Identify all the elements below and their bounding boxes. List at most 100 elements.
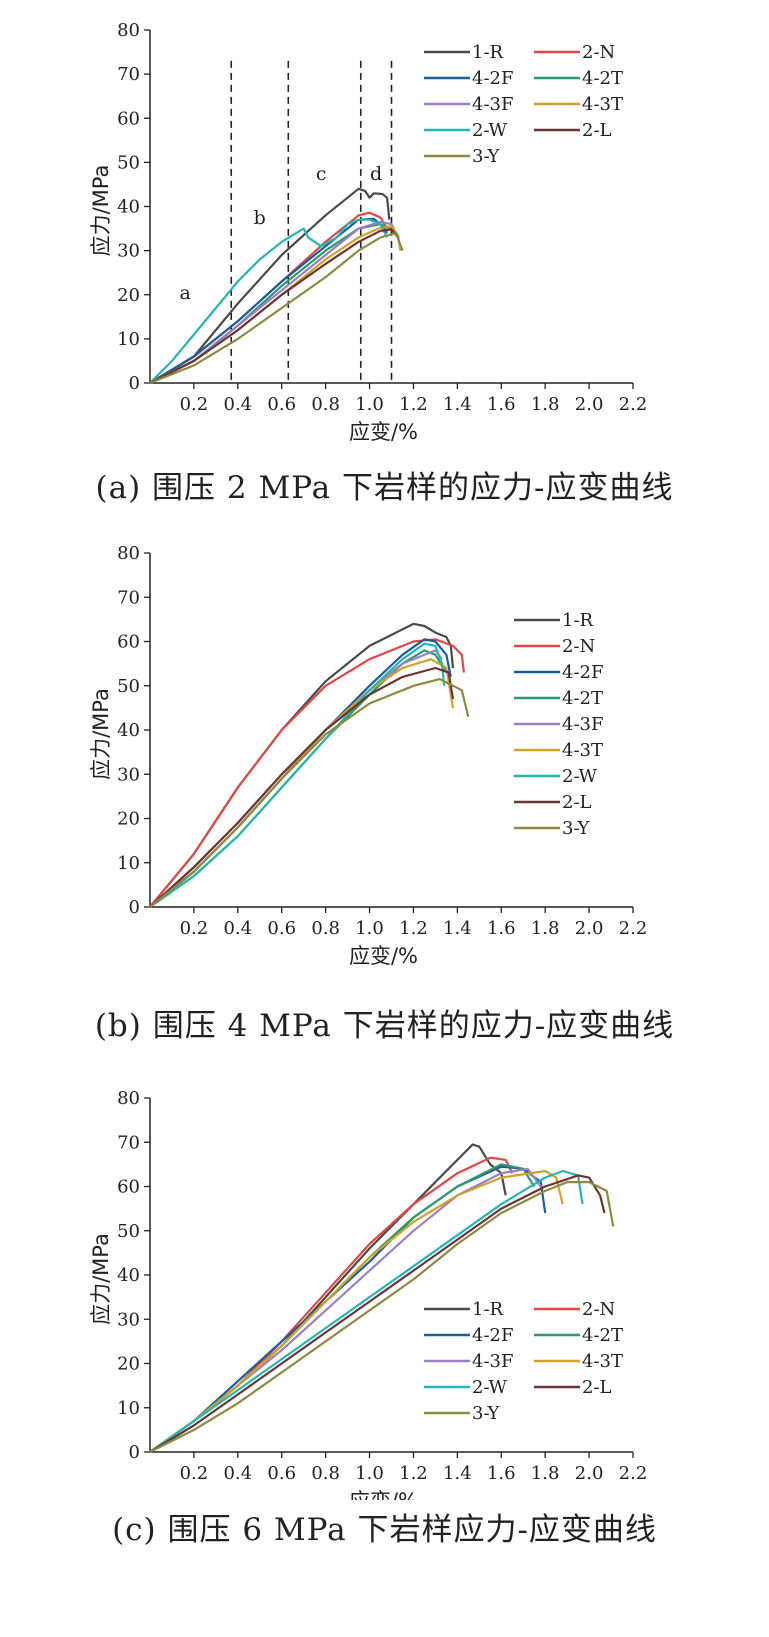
legend-label: 2-W xyxy=(562,766,598,787)
y-tick-label: 70 xyxy=(117,1132,140,1153)
x-tick-label: 0.2 xyxy=(180,394,209,415)
series-line-1-r xyxy=(149,187,391,384)
chart-a: 0 10 20 30 40 50 60 70 80 0.2 0.4 0.6 0.8 1.0 1.2 1.4 1.… xyxy=(89,20,648,444)
x-tick-label: 1.4 xyxy=(443,918,472,939)
x-tick-label: 0.4 xyxy=(223,918,252,939)
chart-c: 0 10 20 30 40 50 60 70 80 0.2 0.4 0.6 0.8 1.0 1.2 1.4 1.… xyxy=(89,1090,648,1500)
x-tick-label: 2.2 xyxy=(619,394,648,415)
x-tick-label: 1.0 xyxy=(355,394,384,415)
y-tick-label: 30 xyxy=(117,764,140,785)
x-tick-label: 1.0 xyxy=(355,918,384,939)
stage-label: d xyxy=(370,163,382,185)
series-line-4-3t xyxy=(149,1169,564,1453)
legend-label: 3-Y xyxy=(562,818,591,839)
y-tick-label: 60 xyxy=(117,632,140,653)
legend-label: 1-R xyxy=(472,42,504,63)
legend-label: 3-Y xyxy=(472,1403,501,1424)
series-line-2-l xyxy=(149,1174,606,1453)
series-line-2-l xyxy=(149,666,455,908)
chart-panel-c: 0 10 20 30 40 50 60 70 80 0.2 0.4 0.6 0.8 1.0 1.2 1.4 1.… xyxy=(0,1090,769,1637)
chart-panel-b: 0 10 20 30 40 50 60 70 80 0.2 0.4 0.6 0.8 1.0 1.2 1.4 1.… xyxy=(0,545,769,1090)
y-tick-label: 60 xyxy=(117,1177,140,1198)
legend-label: 4-3F xyxy=(472,1351,513,1372)
legend-label: 2-N xyxy=(562,636,595,657)
legend-label: 4-2F xyxy=(472,1325,513,1346)
x-tick-label: 0.6 xyxy=(267,918,296,939)
y-tick-label: 80 xyxy=(117,20,140,41)
x-tick-label: 1.6 xyxy=(487,1463,516,1484)
legend-label: 2-N xyxy=(582,42,615,63)
x-tick-label: 1.8 xyxy=(531,1463,560,1484)
x-tick-label: 0.2 xyxy=(180,918,209,939)
x-tick-label: 0.8 xyxy=(311,918,340,939)
x-tick-label: 1.6 xyxy=(487,918,516,939)
caption-b: (b) 围压 4 MPa 下岩样的应力-应变曲线 xyxy=(94,1008,675,1044)
x-tick-label: 1.0 xyxy=(355,1463,384,1484)
x-tick-label: 2.2 xyxy=(619,918,648,939)
y-tick-label: 40 xyxy=(117,197,140,218)
x-tick-label: 1.8 xyxy=(531,918,560,939)
stage-label: a xyxy=(179,282,190,304)
y-tick-label: 20 xyxy=(117,285,140,306)
legend-label: 4-2F xyxy=(562,662,603,683)
y-tick-label: 70 xyxy=(117,64,140,85)
x-tick-label: 0.4 xyxy=(223,394,252,415)
series-line-2-w xyxy=(149,1169,584,1453)
series-line-2-l xyxy=(149,228,399,384)
y-tick-label: 70 xyxy=(117,587,140,608)
legend-label: 1-R xyxy=(472,1299,504,1320)
y-tick-label: 0 xyxy=(129,1442,140,1463)
x-tick-label: 1.2 xyxy=(399,1463,428,1484)
x-tick-label: 2.2 xyxy=(619,1463,648,1484)
legend-label: 4-3F xyxy=(562,714,603,735)
legend-label: 4-2T xyxy=(582,68,623,89)
legend-label: 4-3T xyxy=(582,94,623,115)
series-line-2-w xyxy=(149,218,389,384)
x-tick-label: 0.2 xyxy=(180,1463,209,1484)
caption-a: (a) 围压 2 MPa 下岩样的应力-应变曲线 xyxy=(95,470,674,506)
y-axis-label: 应力/MPa xyxy=(89,688,113,780)
legend-label: 2-L xyxy=(562,792,592,813)
series-line-4-3f xyxy=(149,220,397,384)
x-tick-label: 1.6 xyxy=(487,394,516,415)
x-axis-label: 应变/% xyxy=(349,1489,418,1500)
y-axis-label: 应力/MPa xyxy=(89,1233,113,1325)
legend-label: 3-Y xyxy=(472,146,501,167)
y-tick-label: 50 xyxy=(117,152,140,173)
x-tick-label: 2.0 xyxy=(575,1463,604,1484)
legend-label: 4-3T xyxy=(582,1351,623,1372)
y-tick-label: 10 xyxy=(117,853,140,874)
y-tick-label: 20 xyxy=(117,1354,140,1375)
x-tick-label: 1.2 xyxy=(399,394,428,415)
y-tick-label: 0 xyxy=(129,897,140,918)
y-tick-label: 50 xyxy=(117,676,140,697)
x-tick-label: 2.0 xyxy=(575,394,604,415)
legend-label: 4-3T xyxy=(562,740,603,761)
legend-label: 2-W xyxy=(472,120,508,141)
y-tick-label: 0 xyxy=(129,373,140,394)
series-line-3-y xyxy=(149,231,404,385)
x-tick-label: 1.4 xyxy=(443,1463,472,1484)
y-tick-label: 10 xyxy=(117,1398,140,1419)
legend-label: 2-N xyxy=(582,1299,615,1320)
series-line-4-2t xyxy=(149,649,448,908)
series-line-3-y xyxy=(149,678,470,908)
legend-label: 4-3F xyxy=(472,94,513,115)
y-tick-label: 80 xyxy=(117,545,140,564)
y-axis-label: 应力/MPa xyxy=(89,165,113,257)
y-tick-label: 10 xyxy=(117,329,140,350)
series-line-2-n xyxy=(149,638,465,908)
x-tick-label: 0.8 xyxy=(311,1463,340,1484)
chart-panel-a: 0 10 20 30 40 50 60 70 80 0.2 0.4 0.6 0.8 1.0 1.2 1.4 1.… xyxy=(0,0,769,545)
y-tick-label: 50 xyxy=(117,1221,140,1242)
x-tick-label: 0.6 xyxy=(267,394,296,415)
chart-b: 0 10 20 30 40 50 60 70 80 0.2 0.4 0.6 0.8 1.0 1.2 1.4 1.… xyxy=(89,545,648,968)
y-tick-label: 40 xyxy=(117,720,140,741)
caption-c: (c) 围压 6 MPa 下岩样应力-应变曲线 xyxy=(112,1512,657,1548)
y-tick-label: 30 xyxy=(117,241,140,262)
x-tick-label: 1.8 xyxy=(531,394,560,415)
legend-label: 4-2F xyxy=(472,68,513,89)
legend-label: 4-2T xyxy=(582,1325,623,1346)
legend-label: 2-L xyxy=(582,1377,612,1398)
y-tick-label: 60 xyxy=(117,108,140,129)
